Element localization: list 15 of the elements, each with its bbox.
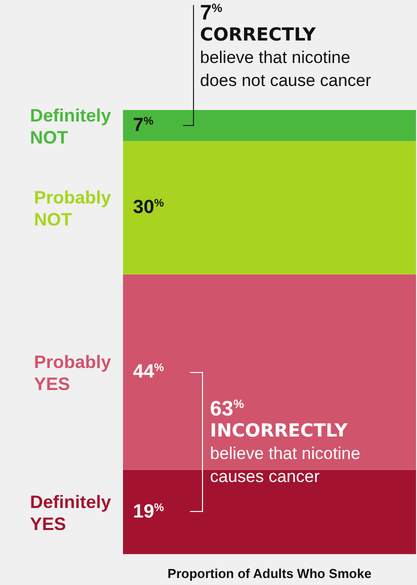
series-label: Probably NOT bbox=[34, 188, 112, 230]
x-axis-title: Proportion of Adults Who Smoke bbox=[168, 566, 372, 581]
data-label: 44% bbox=[133, 362, 164, 383]
series-label: Definitely YES bbox=[30, 492, 112, 534]
series-label: Probably YES bbox=[34, 352, 112, 394]
data-label: 30% bbox=[133, 197, 164, 218]
bar bbox=[123, 110, 416, 142]
data-label: 19% bbox=[133, 501, 164, 522]
data-label: 7% bbox=[133, 115, 154, 136]
series-label: Definitely NOT bbox=[30, 106, 112, 148]
bar bbox=[123, 470, 416, 554]
bar bbox=[123, 141, 416, 274]
bar bbox=[123, 274, 416, 470]
annotation: 63% INCORRECTLY believe that nicotine causes cancer bbox=[210, 397, 360, 486]
text: 7% CORRECTLY believe that nicotine does not cause cancer bbox=[200, 1, 372, 90]
